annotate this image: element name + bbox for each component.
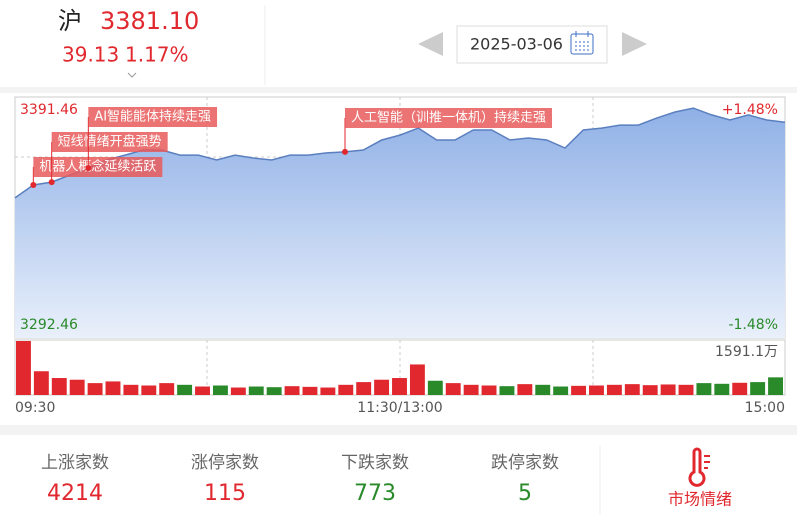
- volume-bar: [123, 384, 139, 395]
- stat-label: 跌停家数: [491, 453, 559, 473]
- stat-label: 下跌家数: [341, 453, 409, 473]
- stat-value: 5: [518, 481, 532, 506]
- volume-bar: [177, 384, 193, 395]
- volume-bar: [392, 378, 407, 395]
- volume-bar: [624, 384, 640, 395]
- band: [0, 425, 797, 435]
- annotation: AI智能能体持续走强: [94, 110, 211, 125]
- date: 2025-03-06: [470, 35, 563, 54]
- volume-bar: [374, 379, 390, 395]
- next-day[interactable]: [622, 32, 647, 56]
- stat-label: 涨停家数: [191, 453, 259, 473]
- time: 11:30/13:00: [357, 400, 442, 416]
- volume-bar: [696, 383, 712, 395]
- change: 39.13: [62, 43, 119, 67]
- volume-bar: [642, 385, 658, 395]
- prev-day[interactable]: [418, 32, 443, 56]
- y-min: 3292.46: [20, 317, 78, 333]
- annotation-box: [51, 132, 168, 152]
- sentiment-icon[interactable]: [688, 447, 710, 487]
- volume-bar: [51, 378, 67, 395]
- volume-bar: [141, 385, 157, 395]
- volume-bar: [750, 382, 766, 395]
- volume-bar: [338, 384, 354, 395]
- volume-bar: [69, 379, 85, 395]
- time: 09:30: [15, 400, 55, 416]
- sentiment[interactable]: 市场情绪: [668, 490, 732, 509]
- volume-bar: [606, 384, 622, 395]
- pct-bottom: -1.48%: [728, 317, 778, 333]
- time: 15:00: [745, 400, 785, 416]
- caret[interactable]: [127, 72, 137, 78]
- volume-bar: [105, 381, 121, 395]
- calendar-icon: [570, 31, 594, 55]
- stat-value: 773: [354, 481, 396, 506]
- volume-bar: [571, 385, 587, 395]
- volume-bar: [768, 377, 783, 395]
- volume-bar: [195, 386, 210, 395]
- volume-bar: [714, 383, 730, 395]
- band: [0, 87, 797, 93]
- volume-bar: [248, 386, 264, 395]
- market: 沪: [58, 7, 82, 35]
- date-box[interactable]: [456, 25, 608, 64]
- annotation: 短线情绪开盘强势: [58, 134, 162, 150]
- volume-bar: [660, 384, 676, 395]
- volume-bar: [159, 383, 175, 395]
- annotation-box: [345, 108, 553, 128]
- annotation-dot: [342, 148, 348, 155]
- volume-bar: [732, 382, 748, 395]
- volume-bar: [302, 386, 318, 395]
- volume-bar: [589, 385, 604, 395]
- annotation-dot: [48, 179, 55, 186]
- y-max: 3391.46: [20, 102, 78, 118]
- volume-max: 1591.1万: [715, 344, 778, 360]
- stat-value: 4214: [47, 481, 103, 506]
- stat-label: 上涨家数: [41, 453, 109, 473]
- volume-bar: [445, 383, 461, 395]
- volume-bar: [481, 385, 497, 395]
- annotation-box: [33, 157, 163, 177]
- volume-bar: [553, 386, 569, 395]
- pct-top: +1.48%: [722, 102, 778, 118]
- volume-bar: [409, 364, 425, 395]
- volume-bar: [678, 384, 694, 395]
- price-area: [15, 108, 785, 338]
- volume-bar: [230, 387, 246, 395]
- volume-bar: [517, 384, 533, 395]
- volume-bar: [212, 385, 228, 395]
- change-pct: 1.17%: [125, 43, 189, 67]
- volume-bar: [266, 387, 282, 395]
- stat-value: 115: [204, 481, 246, 506]
- volume-bar: [87, 383, 103, 395]
- volume-bar: [427, 380, 443, 395]
- volume-bar: [499, 386, 515, 395]
- annotation-dot: [85, 164, 92, 171]
- price: 3381.10: [100, 7, 199, 35]
- annotation-dot: [30, 182, 37, 189]
- annotation: 人工智能（训推一体机）持续走强: [351, 111, 546, 126]
- volume-bar: [16, 341, 31, 395]
- volume-bar: [284, 386, 300, 395]
- volume-bar: [463, 384, 479, 395]
- volume-bar: [356, 382, 372, 395]
- annotation-box: [88, 107, 218, 127]
- annotation: 机器人概念延续活跃: [39, 159, 156, 175]
- volume-bar: [33, 371, 49, 395]
- volume-bar: [535, 384, 551, 395]
- volume-bar: [320, 387, 336, 395]
